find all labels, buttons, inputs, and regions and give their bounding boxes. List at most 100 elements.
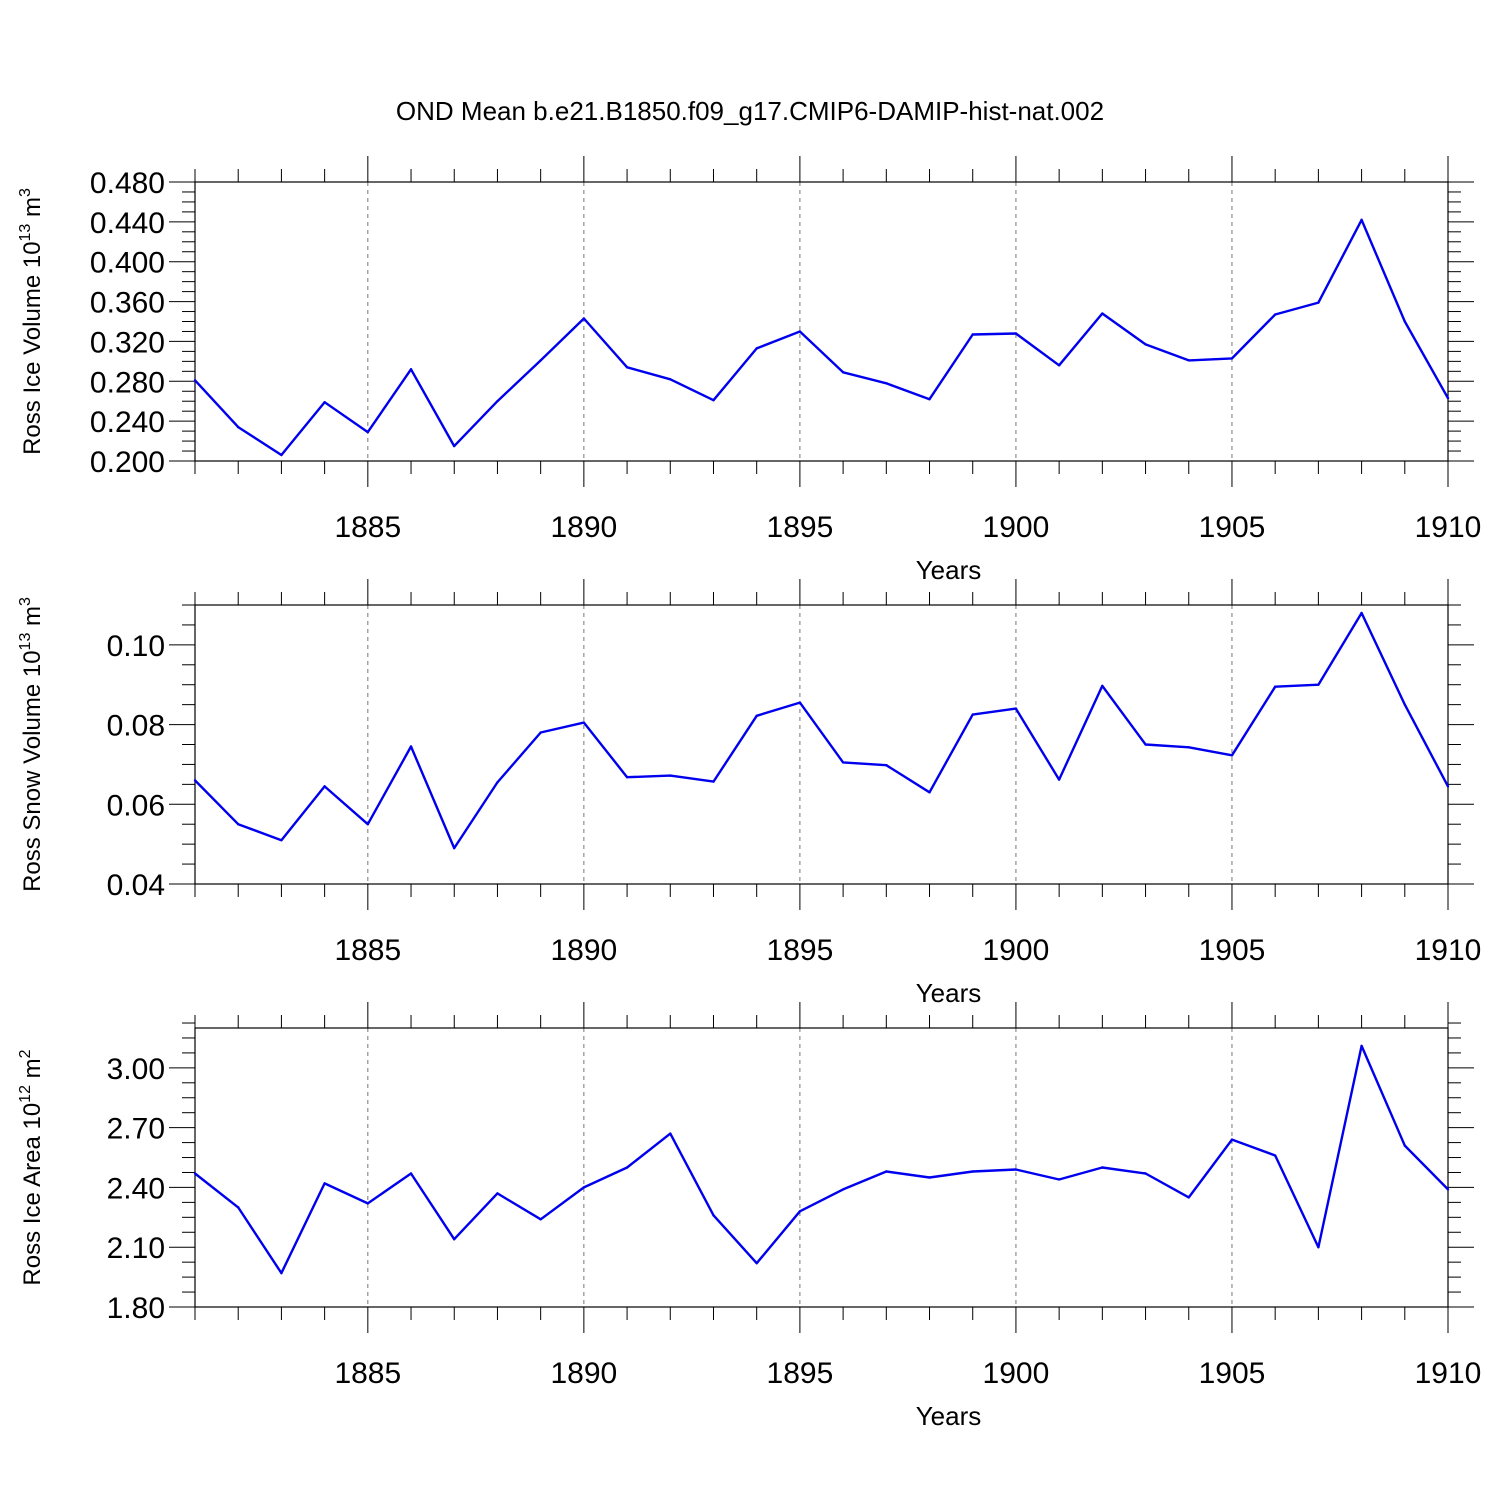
y-tick-label-0.10: 0.10 <box>107 630 165 663</box>
data-point-3-1883 <box>280 1271 283 1275</box>
x-tick-label-1900: 1900 <box>983 1357 1050 1390</box>
data-point-1-1893 <box>712 399 715 402</box>
data-point-3-1893 <box>712 1214 715 1217</box>
y-axis-label-text: Ross Snow Volume 10 <box>19 650 46 891</box>
data-point-1-1904 <box>1187 359 1190 362</box>
y-tick-label-2.10: 2.10 <box>107 1232 165 1265</box>
y-axis-label-exponent: 13 <box>17 633 34 651</box>
data-point-3-1890 <box>582 1186 586 1189</box>
data-point-3-1906 <box>1273 1154 1277 1157</box>
panel-1: 1885 1890 1895 1900 1905 1910 Years 0.200 0.240 0… <box>17 156 1481 585</box>
y-axis-label-exponent: 13 <box>17 224 34 242</box>
data-point-1-1897 <box>885 382 888 385</box>
x-tick-label-1910: 1910 <box>1415 1357 1482 1390</box>
data-point-2-1909 <box>1403 703 1406 706</box>
y-axis-label-unit: m <box>19 197 46 224</box>
y-axis-label-unit-exponent: 3 <box>17 188 34 197</box>
y-tick-label-0.280: 0.280 <box>90 366 165 399</box>
x-tick-label-1905: 1905 <box>1199 934 1266 967</box>
x-tick-label-1895: 1895 <box>767 1357 834 1390</box>
y-axis-label-unit-exponent: 2 <box>17 1049 34 1058</box>
y-tick-label-0.240: 0.240 <box>90 406 165 439</box>
data-point-3-1895 <box>798 1210 802 1213</box>
y-tick-label-3.00: 3.00 <box>107 1053 165 1086</box>
data-point-2-1889 <box>539 731 542 734</box>
data-point-1-1881 <box>193 379 197 382</box>
data-point-1-1903 <box>1144 343 1147 346</box>
x-tick-label-1895: 1895 <box>767 511 834 544</box>
x-tick-label-1890: 1890 <box>550 1357 617 1390</box>
data-point-2-1887 <box>453 846 456 850</box>
data-point-3-1908 <box>1360 1044 1363 1048</box>
x-tick-label-1885: 1885 <box>334 934 401 967</box>
data-point-3-1886 <box>409 1172 413 1175</box>
data-point-2-1901 <box>1057 778 1061 781</box>
data-point-1-1882 <box>237 425 240 429</box>
y-axis-label-text: Ross Ice Area 10 <box>19 1103 46 1286</box>
data-point-2-1904 <box>1187 746 1190 749</box>
data-point-1-1907 <box>1317 301 1320 304</box>
data-point-1-1901 <box>1057 364 1061 367</box>
x-tick-label-1900: 1900 <box>983 934 1050 967</box>
data-point-2-1884 <box>323 785 326 788</box>
y-axis-label-text: Ross Ice Volume 10 <box>19 241 46 454</box>
x-tick-label-1900: 1900 <box>983 511 1050 544</box>
data-point-2-1893 <box>712 780 715 783</box>
data-point-2-1892 <box>669 774 672 777</box>
x-axis-label-2: Years <box>916 978 982 1008</box>
data-point-2-1897 <box>885 764 888 767</box>
x-axis-label-3: Years <box>916 1401 982 1431</box>
plot-frame-3 <box>194 1027 1449 1308</box>
data-point-3-1894 <box>755 1261 758 1265</box>
x-tick-label-1885: 1885 <box>334 1357 401 1390</box>
y-tick-label-0.480: 0.480 <box>90 167 165 200</box>
data-point-2-1885 <box>366 823 370 826</box>
data-point-2-1907 <box>1317 683 1320 686</box>
data-point-1-1889 <box>539 359 542 362</box>
y-tick-label-0.06: 0.06 <box>107 789 165 822</box>
y-tick-label-0.360: 0.360 <box>90 287 165 320</box>
data-point-1-1895 <box>798 330 802 333</box>
x-axis-label-1: Years <box>916 555 982 585</box>
data-point-3-1902 <box>1101 1166 1104 1169</box>
x-tick-label-1895: 1895 <box>767 934 834 967</box>
data-point-2-1890 <box>582 721 586 724</box>
data-point-3-1885 <box>366 1202 370 1205</box>
data-point-2-1900 <box>1014 707 1018 710</box>
data-point-2-1910 <box>1446 785 1450 788</box>
panel-3: 1885 1890 1895 1900 1905 1910 Years 1.80 2.10 2.4… <box>17 1002 1481 1431</box>
data-point-3-1881 <box>193 1172 197 1175</box>
data-point-3-1889 <box>539 1218 542 1221</box>
x-tick-label-1890: 1890 <box>550 934 617 967</box>
data-point-3-1888 <box>496 1192 499 1195</box>
data-point-3-1900 <box>1014 1168 1018 1171</box>
data-point-1-1883 <box>280 453 283 457</box>
data-point-2-1886 <box>409 745 413 748</box>
data-point-3-1892 <box>669 1132 672 1135</box>
plot-frame-2 <box>194 604 1449 885</box>
series-line-1 <box>194 218 1450 457</box>
y-tick-label-0.200: 0.200 <box>90 446 165 479</box>
data-point-1-1910 <box>1446 397 1450 400</box>
y-tick-label-0.440: 0.440 <box>90 207 165 240</box>
data-point-1-1890 <box>582 317 586 320</box>
y-axis-label-2: Ross Snow Volume 1013 m3 <box>17 597 46 892</box>
data-point-3-1903 <box>1144 1172 1147 1175</box>
data-point-3-1905 <box>1230 1138 1234 1141</box>
y-tick-label-2.70: 2.70 <box>107 1113 165 1146</box>
data-point-2-1906 <box>1273 685 1277 688</box>
data-point-2-1902 <box>1101 684 1104 688</box>
data-point-1-1887 <box>453 444 456 448</box>
data-point-1-1891 <box>625 366 629 369</box>
data-point-1-1898 <box>928 398 931 401</box>
data-point-1-1888 <box>496 400 499 403</box>
data-point-1-1892 <box>669 378 672 381</box>
data-point-3-1896 <box>841 1188 845 1191</box>
panels: 1885 1890 1895 1900 1905 1910 Years 0.200 0.240 0… <box>17 156 1481 1431</box>
x-tick-label-1910: 1910 <box>1415 511 1482 544</box>
y-axis-label-3: Ross Ice Area 1012 m2 <box>17 1049 46 1285</box>
data-point-2-1898 <box>928 791 931 794</box>
data-point-2-1888 <box>496 781 499 784</box>
data-point-1-1909 <box>1403 320 1406 323</box>
